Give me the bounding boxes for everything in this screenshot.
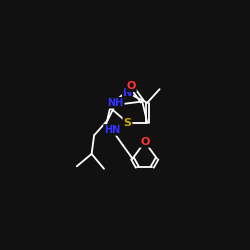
- Text: O: O: [126, 81, 136, 91]
- Text: NH: NH: [108, 98, 124, 108]
- Text: HN: HN: [104, 125, 120, 135]
- Text: O: O: [140, 137, 149, 147]
- Text: N: N: [123, 88, 132, 98]
- Text: S: S: [124, 118, 132, 128]
